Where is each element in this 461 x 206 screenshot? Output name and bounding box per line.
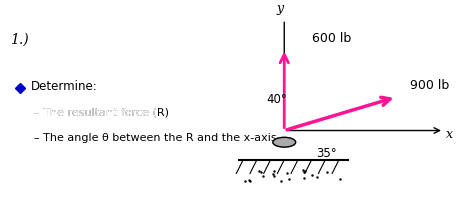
Text: 900 lb: 900 lb <box>410 79 449 92</box>
Text: Determine:: Determine: <box>31 80 98 93</box>
Text: – The angle θ between the R and the x-axis: – The angle θ between the R and the x-ax… <box>34 133 277 143</box>
Text: 40°: 40° <box>266 93 287 106</box>
Text: 600 lb: 600 lb <box>312 32 351 45</box>
Text: 1.): 1.) <box>11 33 29 47</box>
Text: x: x <box>446 128 453 141</box>
Text: 35°: 35° <box>316 147 337 160</box>
Text: – The resultant force (: – The resultant force ( <box>34 108 157 118</box>
Text: y: y <box>276 2 283 15</box>
Circle shape <box>273 137 296 147</box>
Text: – The resultant force (R): – The resultant force (R) <box>34 108 169 118</box>
